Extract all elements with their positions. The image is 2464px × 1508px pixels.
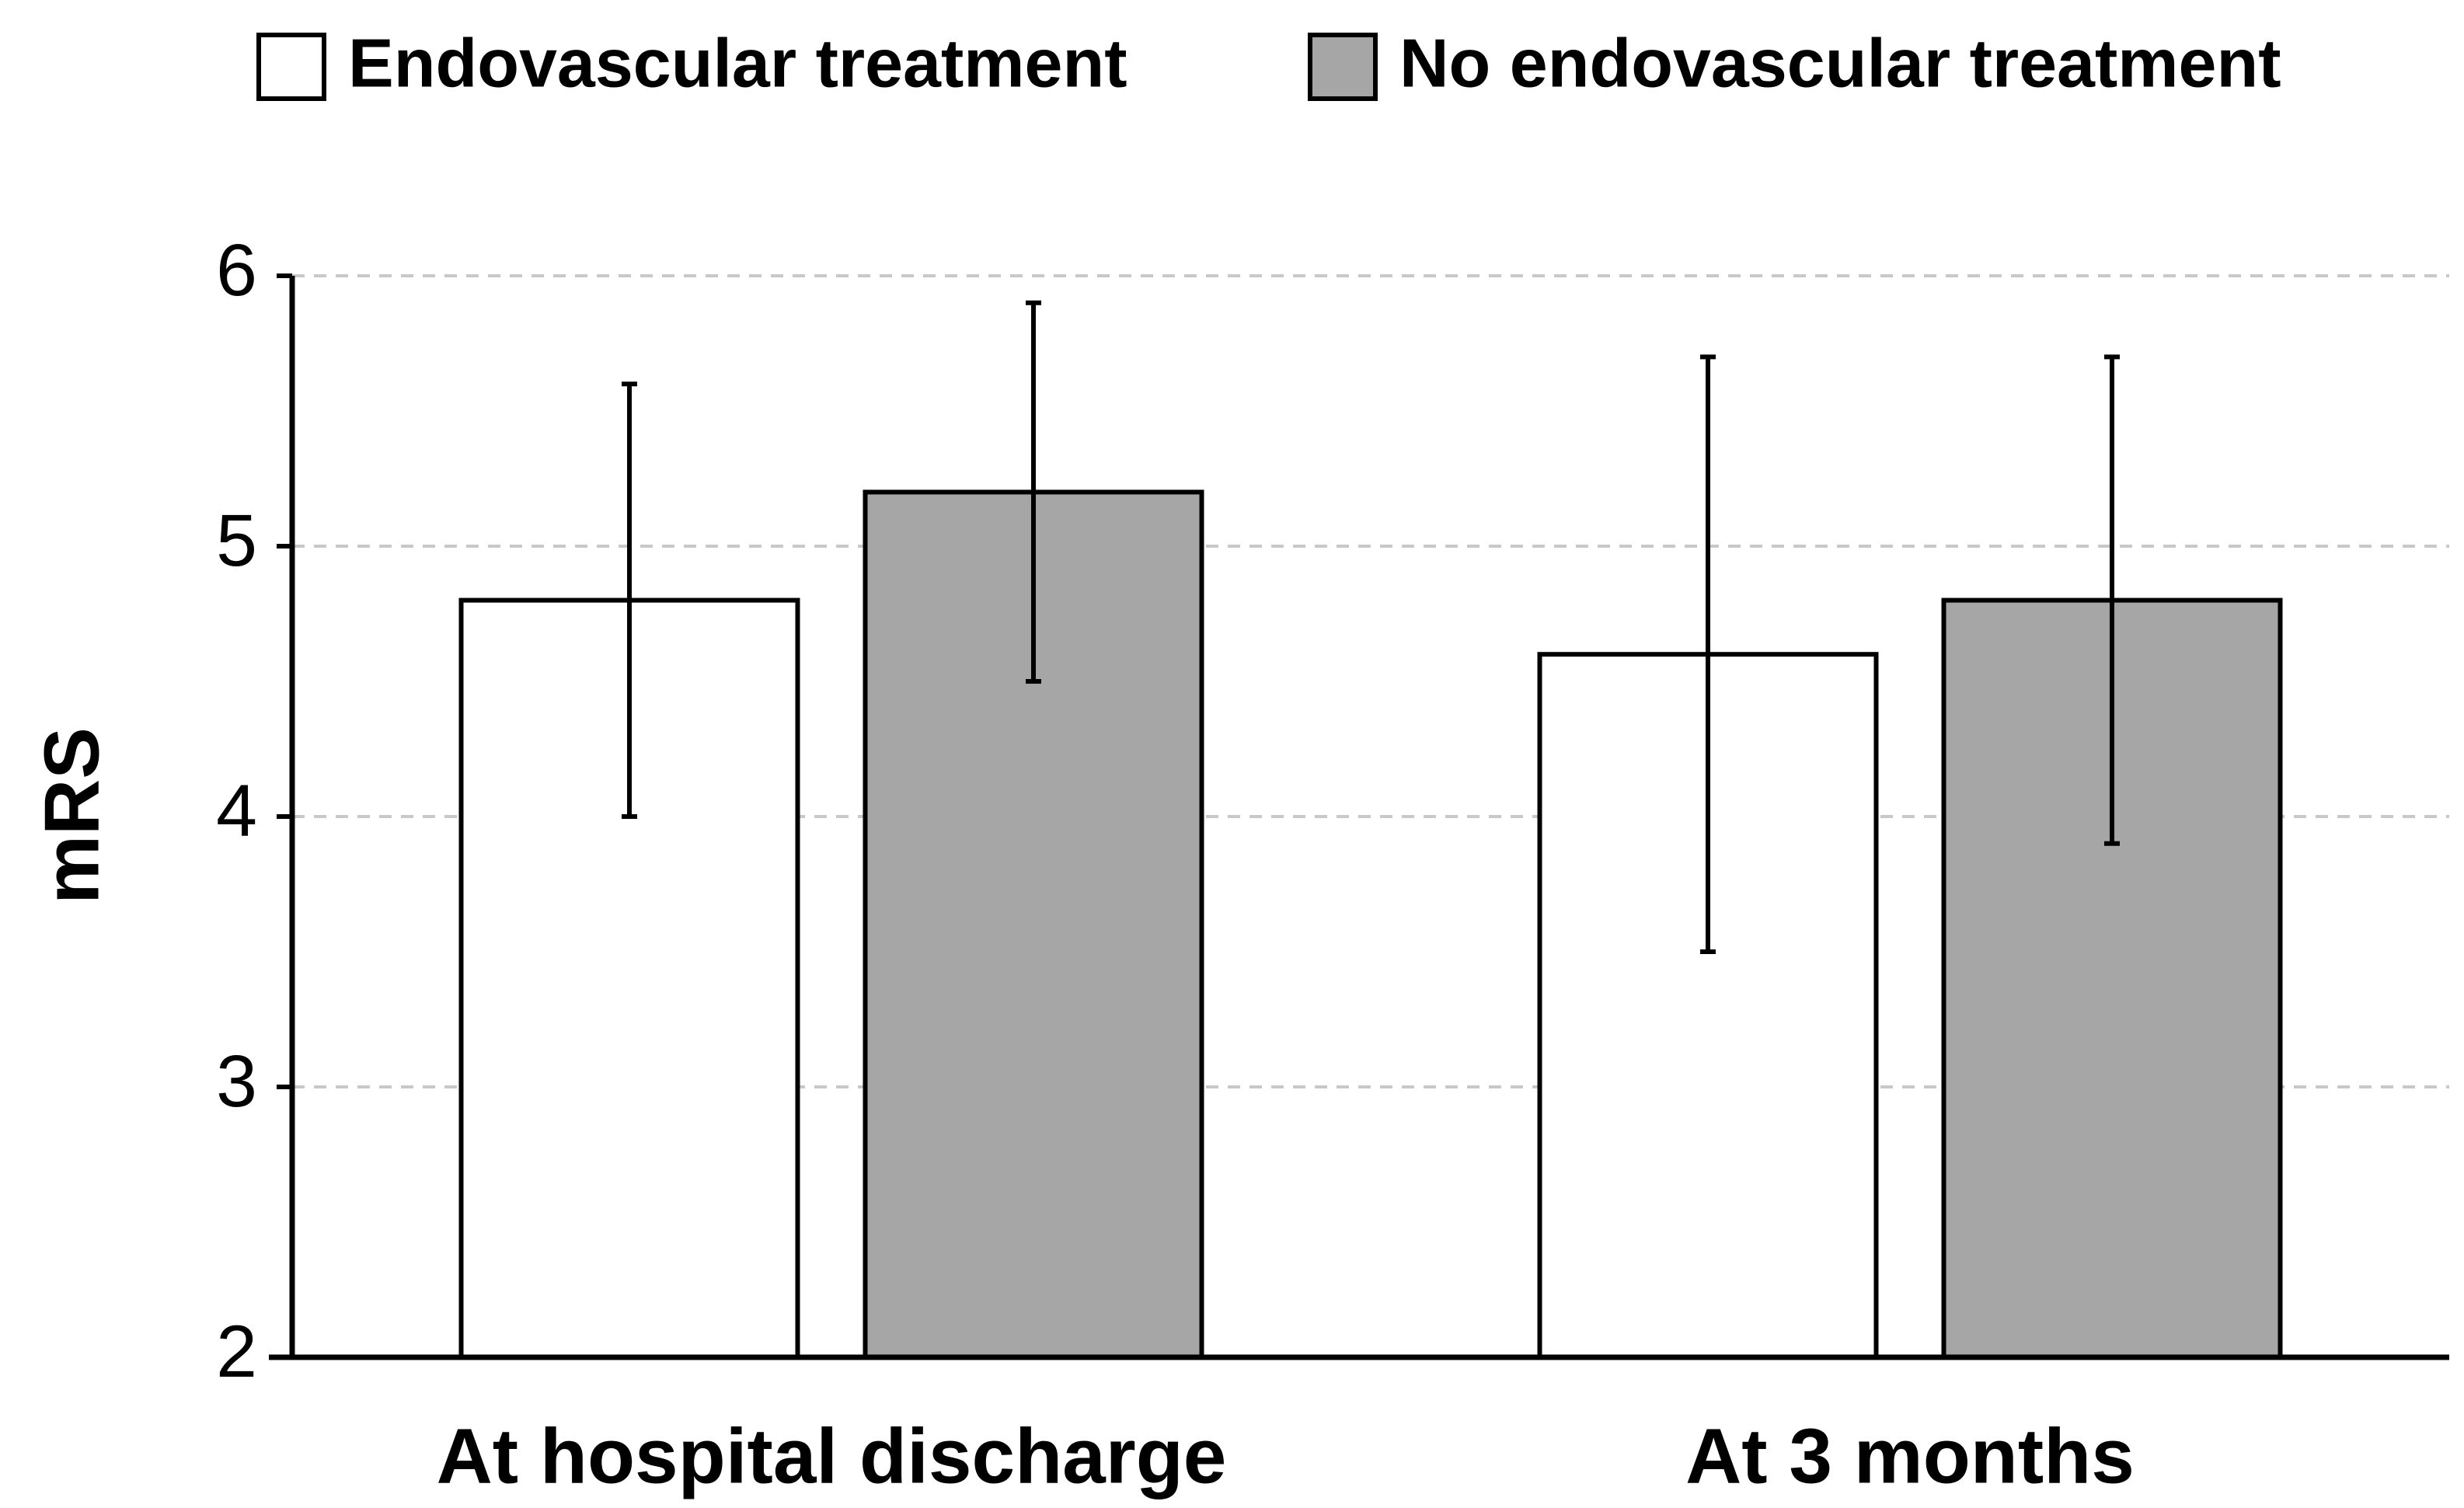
error-bar bbox=[2104, 354, 2120, 846]
y-tick-label: 3 bbox=[216, 1040, 257, 1123]
legend-swatch bbox=[256, 33, 326, 101]
error-bar bbox=[1026, 300, 1041, 684]
legend-swatch bbox=[1308, 33, 1378, 101]
legend-label: Endovascular treatment bbox=[348, 24, 1127, 101]
legend-label: No endovascular treatment bbox=[1399, 24, 2281, 101]
y-tick-label: 5 bbox=[216, 500, 257, 582]
y-tick-label: 4 bbox=[216, 770, 257, 852]
x-tick-label: At 3 months bbox=[1685, 1412, 2135, 1499]
error-bar bbox=[1700, 354, 1716, 954]
y-axis-label: mRS bbox=[28, 727, 115, 904]
y-tick-label: 6 bbox=[216, 229, 257, 312]
x-tick-label: At hospital discharge bbox=[437, 1412, 1227, 1499]
error-bar bbox=[622, 381, 637, 819]
y-tick-label: 2 bbox=[216, 1311, 257, 1393]
